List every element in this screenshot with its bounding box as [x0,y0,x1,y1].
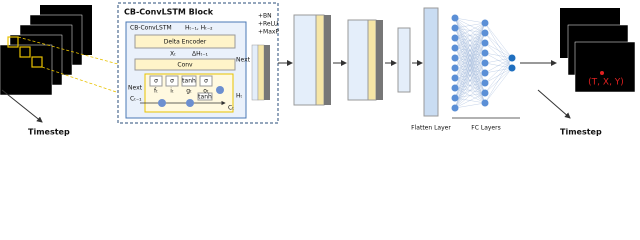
conv-box [134,58,236,71]
post-op: +BN [258,13,272,20]
fc-network [451,14,516,112]
gate-name: iₜ [170,88,174,95]
post-op: +MaxP [258,29,279,36]
output-frames [520,8,636,119]
input-frames [0,5,141,123]
flatten-label: Flatten Layer [411,125,451,132]
gate-fn: tanh [182,78,196,85]
cell-ops [140,86,226,107]
cell-tanh: tanh [198,94,212,101]
right-label: Timestep [560,128,602,137]
gate-name: fₜ [154,88,158,95]
gate-fn: σ [154,78,158,85]
block-output [251,44,270,101]
conv-layers [278,7,439,117]
cell-next: Cₜ [228,105,234,112]
hidden: Hₜ [236,93,243,100]
left-label: Timestep [28,128,70,137]
diagram: Timestep CB-ConvLSTM Block CB-ConvLSTM H… [0,2,636,137]
gate-name: oₜ [203,88,209,95]
gates [149,75,213,87]
input: Xₜ [170,51,176,58]
delta: ΔHₜ₋₁ [192,51,209,58]
post-op: +ReLU [258,21,278,28]
conv: Conv [177,62,193,69]
fc-label: FC Layers [471,125,500,132]
delta-encoder: Delta Encoder [164,39,207,46]
gate-fn: σ [204,78,208,85]
page: {"left":{"label":"Timestep"}, "block":{"… [0,2,636,137]
history: Hₜ₋₁, Hₜ₋₂ [185,25,213,32]
block-title: CB-ConvLSTM Block [124,8,214,17]
cell-prev: Cₜ₋₁ [130,96,142,103]
gate-fn: σ [170,78,174,85]
next-left: Next [128,85,143,92]
delta-encoder-box [134,34,236,49]
gate-name: gₜ [186,88,192,95]
cell-title: CB-ConvLSTM [130,25,172,32]
next-right: Next t [236,57,255,64]
coords: (T, X, Y) [588,78,624,88]
